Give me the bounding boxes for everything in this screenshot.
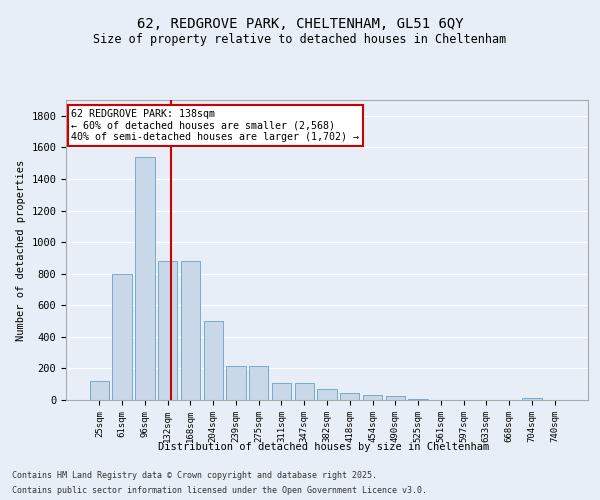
Bar xyxy=(112,274,132,400)
Y-axis label: Number of detached properties: Number of detached properties xyxy=(16,160,26,340)
Bar xyxy=(203,321,223,400)
Text: 62, REDGROVE PARK, CHELTENHAM, GL51 6QY: 62, REDGROVE PARK, CHELTENHAM, GL51 6QY xyxy=(137,18,463,32)
Bar xyxy=(272,382,291,400)
Text: Size of property relative to detached houses in Cheltenham: Size of property relative to detached ho… xyxy=(94,32,506,46)
Text: Contains HM Land Registry data © Crown copyright and database right 2025.: Contains HM Land Registry data © Crown c… xyxy=(12,471,377,480)
Bar xyxy=(340,393,359,400)
Bar xyxy=(135,157,155,400)
Bar xyxy=(363,396,382,400)
Bar xyxy=(317,389,337,400)
Bar xyxy=(295,382,314,400)
Bar xyxy=(409,399,428,400)
Bar xyxy=(522,398,542,400)
Bar xyxy=(386,396,405,400)
Text: Distribution of detached houses by size in Cheltenham: Distribution of detached houses by size … xyxy=(158,442,490,452)
Bar xyxy=(249,366,268,400)
Bar xyxy=(90,381,109,400)
Text: Contains public sector information licensed under the Open Government Licence v3: Contains public sector information licen… xyxy=(12,486,427,495)
Bar xyxy=(226,366,245,400)
Bar xyxy=(158,261,178,400)
Text: 62 REDGROVE PARK: 138sqm
← 60% of detached houses are smaller (2,568)
40% of sem: 62 REDGROVE PARK: 138sqm ← 60% of detach… xyxy=(71,109,359,142)
Bar xyxy=(181,261,200,400)
